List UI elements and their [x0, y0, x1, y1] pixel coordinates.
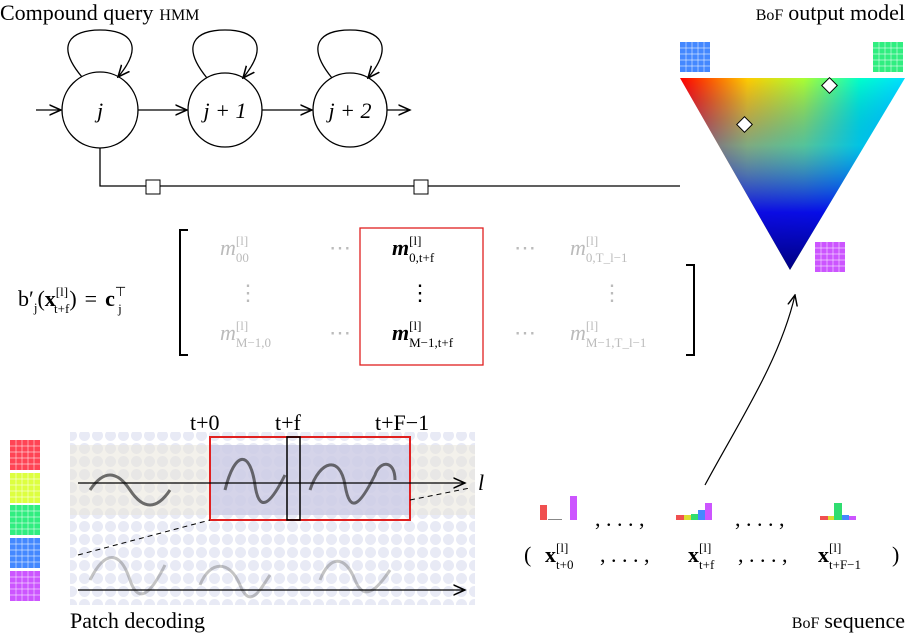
factor [146, 180, 160, 194]
matrix-dots: ⋮ [601, 280, 623, 305]
state-label: j + 2 [326, 98, 372, 123]
grid-icon [10, 440, 40, 470]
matrix-entry: m[l] 00 [220, 233, 249, 265]
arrow [705, 295, 795, 485]
math-sub: 00 [236, 250, 249, 265]
grid-icon [10, 571, 40, 601]
grid-icon [10, 505, 40, 535]
separator: , . . . , [595, 506, 645, 531]
matrix-entry: m[l] 0,t+f [392, 233, 435, 265]
math-sub: M−1,0 [236, 335, 271, 350]
math-sub: t+f [699, 557, 715, 572]
state-label: j + 1 [201, 98, 247, 123]
math-base: x [545, 542, 556, 567]
sequence-item: x[l] t+0 [545, 540, 573, 572]
math-sup: [l] [409, 318, 421, 333]
math-sub: M−1,t+f [409, 335, 454, 350]
matrix-dots: ⋮ [409, 280, 431, 305]
offset-label: t+0 [190, 410, 220, 435]
eq-part: b′ [18, 286, 34, 311]
math-base: m [392, 320, 409, 345]
offset-label: t+f [275, 410, 302, 435]
sequence-item: x[l] t+F−1 [818, 540, 861, 572]
caption-abbr: BoF [792, 615, 820, 632]
separator: , . . . , [738, 542, 788, 567]
grid-icon [10, 473, 40, 503]
matrix-dots: ⋮ [237, 280, 259, 305]
grid-icon [873, 42, 903, 72]
math-sup: [l] [699, 540, 711, 555]
math-base: m [570, 235, 586, 260]
matrix-entry: m[l] 0,T_l−1 [570, 233, 628, 265]
title-abbr: BoF [756, 7, 784, 24]
math-sup: [l] [236, 233, 248, 248]
matrix-entry: m[l] M−1,t+f [392, 318, 454, 350]
math-base: m [220, 320, 236, 345]
state-label: j [94, 98, 103, 123]
title-abbr: HMM [159, 7, 199, 24]
eq-sup: ⊤ [115, 284, 126, 299]
paren: ( [524, 542, 531, 567]
patch-window [210, 445, 410, 515]
math-sup: [l] [409, 233, 421, 248]
bracket [180, 230, 188, 355]
factor [414, 180, 428, 194]
separator: , . . . , [735, 506, 785, 531]
bracket [686, 265, 694, 355]
math-sup: [l] [236, 318, 248, 333]
caption: sequence [824, 608, 905, 633]
matrix-dots: ⋯ [514, 320, 536, 345]
math-sup: [l] [556, 540, 568, 555]
eq-part: c [105, 286, 115, 311]
math-base: m [392, 235, 409, 260]
math-base: x [818, 542, 829, 567]
math-sub: 0,t+f [409, 250, 435, 265]
eq-part: = [85, 286, 97, 311]
math-base: m [220, 235, 236, 260]
eq-sub: t+f [54, 301, 70, 316]
separator: , . . . , [600, 542, 650, 567]
math-base: m [570, 320, 586, 345]
matrix-entry: m[l] M−1,0 [220, 318, 271, 350]
math-sub: M−1,T_l−1 [586, 335, 647, 350]
math-sup: [l] [829, 540, 841, 555]
paren: ) [892, 542, 899, 567]
equation: b′j(x[l]t+f)=c⊤j [18, 284, 126, 316]
eq-part: ) [69, 286, 76, 311]
caption: Patch decoding [70, 608, 205, 633]
math-sup: [l] [586, 233, 598, 248]
sequence-item: x[l] t+f [688, 540, 715, 572]
matrix-dots: ⋯ [514, 235, 536, 260]
math-sub: t+0 [556, 557, 573, 572]
title: output model [788, 0, 905, 25]
math-sub: 0,T_l−1 [586, 250, 628, 265]
grid-icon [680, 42, 710, 72]
math-sup: [l] [586, 318, 598, 333]
math-base: x [688, 542, 699, 567]
matrix-dots: ⋯ [329, 320, 351, 345]
histograms [540, 496, 856, 520]
eq-sub: j [117, 301, 122, 316]
matrix-entry: m[l] M−1,T_l−1 [570, 318, 646, 350]
math-sub: t+F−1 [829, 557, 861, 572]
grid-icon [10, 538, 40, 568]
simplex-shade [680, 78, 905, 270]
matrix-dots: ⋯ [329, 235, 351, 260]
eq-part: ( [37, 286, 44, 311]
grid-icon [815, 242, 845, 272]
line-label: l [478, 470, 484, 495]
eq-sup: [l] [56, 284, 68, 299]
diagram: Compound queryHMMBoFoutput modeljj + 1j … [0, 0, 911, 644]
offset-label: t+F−1 [375, 410, 429, 435]
